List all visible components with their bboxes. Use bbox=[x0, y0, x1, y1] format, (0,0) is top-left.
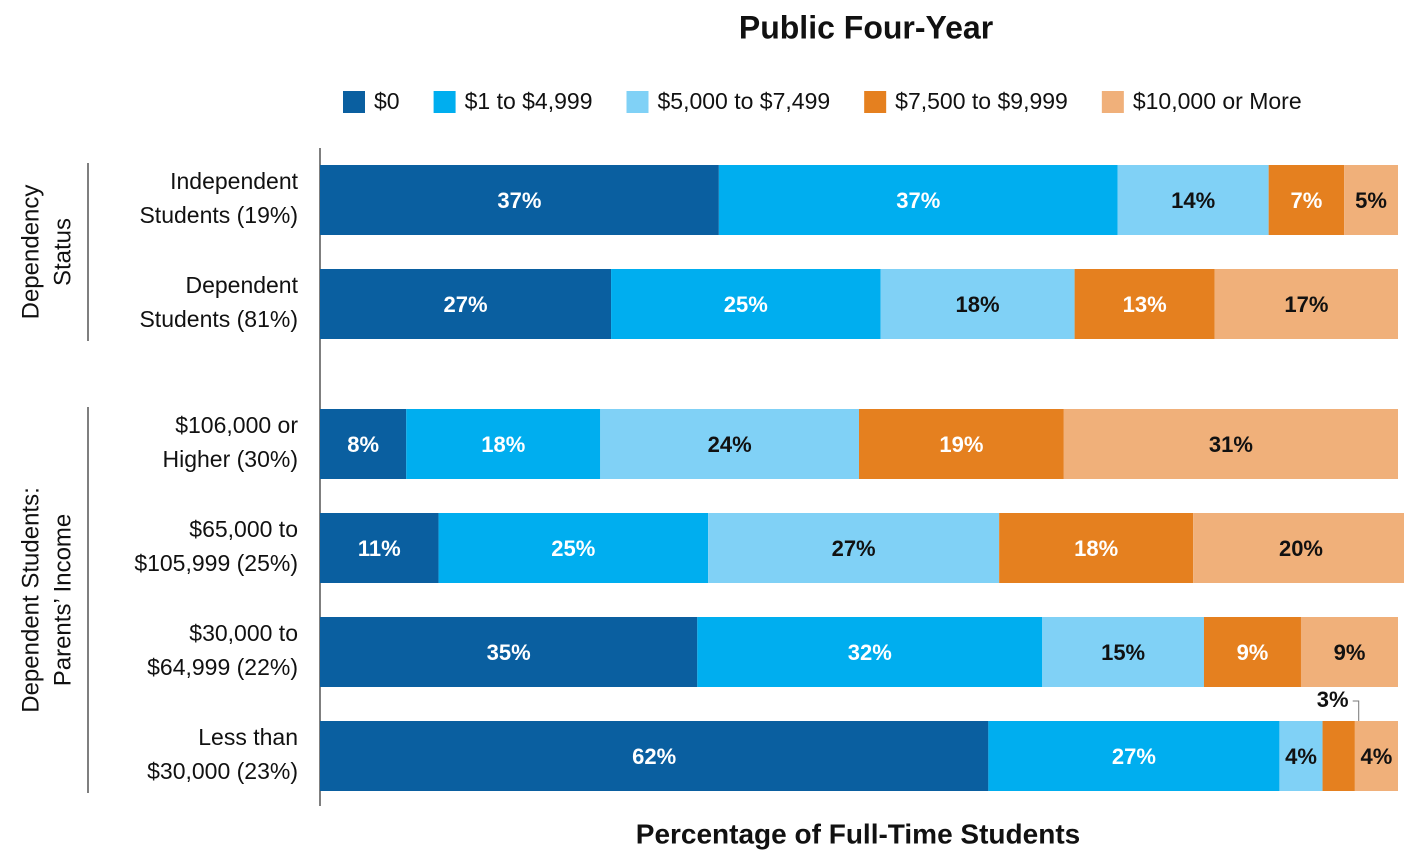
bar-segment bbox=[611, 269, 881, 339]
bar-segment bbox=[1354, 721, 1398, 791]
group-label: Parents’ Income bbox=[49, 514, 76, 687]
value-label: 27% bbox=[1112, 744, 1156, 769]
value-label: 37% bbox=[497, 188, 541, 213]
bar-segment bbox=[320, 617, 698, 687]
value-label: 8% bbox=[347, 432, 379, 457]
value-label: 27% bbox=[444, 292, 488, 317]
value-label: 62% bbox=[632, 744, 676, 769]
y-tick-label: $65,000 to bbox=[189, 516, 298, 542]
bar-segment bbox=[1322, 721, 1355, 791]
bar-segment bbox=[406, 409, 601, 479]
value-label: 35% bbox=[487, 640, 531, 665]
leader-line bbox=[1352, 700, 1360, 721]
x-axis-title: Percentage of Full-Time Students bbox=[636, 818, 1080, 849]
value-label: 7% bbox=[1290, 188, 1322, 213]
bar-segment bbox=[859, 409, 1064, 479]
legend-label: $10,000 or More bbox=[1133, 88, 1302, 114]
value-label: 9% bbox=[1334, 640, 1366, 665]
legend-swatch bbox=[433, 91, 456, 113]
legend-swatch bbox=[864, 91, 887, 113]
y-tick-label: $30,000 (23%) bbox=[147, 758, 298, 784]
bar-segment bbox=[718, 165, 1118, 235]
value-label: 25% bbox=[724, 292, 768, 317]
value-label: 11% bbox=[358, 536, 401, 561]
y-tick-label: Dependent bbox=[185, 272, 298, 298]
value-label: 31% bbox=[1209, 432, 1253, 457]
value-label: 4% bbox=[1285, 744, 1317, 769]
legend-swatch bbox=[626, 91, 649, 113]
value-label: 27% bbox=[832, 536, 876, 561]
legend-label: $0 bbox=[374, 88, 400, 114]
value-label: 18% bbox=[956, 292, 1000, 317]
y-tick-label: $105,999 (25%) bbox=[134, 550, 298, 576]
bar-segment bbox=[1344, 165, 1398, 235]
y-tick-label: $30,000 to bbox=[189, 620, 298, 646]
value-label: 20% bbox=[1279, 536, 1323, 561]
legend-swatch bbox=[343, 91, 365, 113]
value-label: 5% bbox=[1355, 188, 1387, 213]
value-label: 19% bbox=[939, 432, 983, 457]
bar-segment bbox=[320, 409, 407, 479]
value-label: 9% bbox=[1237, 640, 1269, 665]
value-label: 24% bbox=[708, 432, 752, 457]
value-label: 25% bbox=[551, 536, 595, 561]
y-tick-label: Less than bbox=[198, 724, 298, 750]
bar-segment bbox=[320, 269, 612, 339]
bar-segment bbox=[1063, 409, 1398, 479]
group-label: Dependent Students: bbox=[17, 487, 44, 713]
bar-segment bbox=[999, 513, 1194, 583]
group-label: Dependency bbox=[17, 185, 44, 320]
bar-segment bbox=[600, 409, 859, 479]
bar-segment bbox=[697, 617, 1043, 687]
group-label: Status bbox=[49, 218, 76, 286]
bar-segment bbox=[1300, 617, 1398, 687]
y-tick-label: $64,999 (22%) bbox=[147, 654, 298, 680]
value-label: 15% bbox=[1101, 640, 1145, 665]
bar-segment bbox=[320, 721, 989, 791]
bar-segment bbox=[1214, 269, 1398, 339]
y-tick-label: Higher (30%) bbox=[163, 446, 299, 472]
legend-label: $5,000 to $7,499 bbox=[658, 88, 831, 114]
bar-segment bbox=[320, 165, 719, 235]
y-tick-label: $106,000 or bbox=[175, 412, 298, 438]
bar-segment bbox=[1042, 617, 1204, 687]
value-label: 14% bbox=[1171, 188, 1215, 213]
value-label: 17% bbox=[1284, 292, 1328, 317]
bar-segment bbox=[1268, 165, 1345, 235]
value-label: 18% bbox=[1074, 536, 1118, 561]
value-label: 13% bbox=[1123, 292, 1167, 317]
bar-segment bbox=[880, 269, 1075, 339]
value-label: 3% bbox=[1317, 687, 1349, 712]
bar-segment bbox=[1279, 721, 1323, 791]
bar-segment bbox=[1203, 617, 1301, 687]
y-tick-label: Students (19%) bbox=[139, 202, 298, 228]
bar-segment bbox=[988, 721, 1280, 791]
value-label: 18% bbox=[481, 432, 525, 457]
bar-segment bbox=[320, 513, 439, 583]
value-label: 37% bbox=[896, 188, 940, 213]
bar-segment bbox=[438, 513, 709, 583]
legend-label: $1 to $4,999 bbox=[465, 88, 593, 114]
bar-segment bbox=[1193, 513, 1404, 583]
value-label: 4% bbox=[1361, 744, 1393, 769]
bar-segment bbox=[708, 513, 1000, 583]
y-tick-label: Independent bbox=[170, 168, 299, 194]
legend-swatch bbox=[1101, 91, 1124, 113]
value-label: 32% bbox=[848, 640, 892, 665]
bar-segment bbox=[1117, 165, 1269, 235]
bar-segment bbox=[1074, 269, 1215, 339]
y-tick-label: Students (81%) bbox=[139, 306, 298, 332]
chart-title: Public Four-Year bbox=[739, 9, 993, 45]
legend-label: $7,500 to $9,999 bbox=[895, 88, 1068, 114]
